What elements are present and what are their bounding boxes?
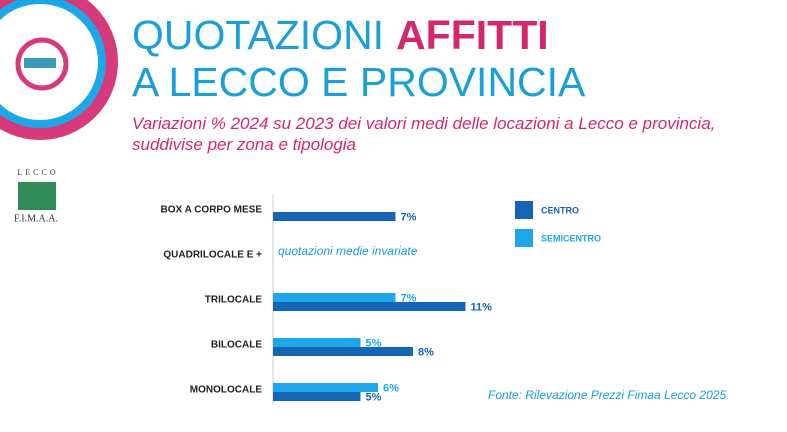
category-label: BILOCALE [211, 340, 262, 351]
category-label: MONOLOCALE [190, 385, 263, 396]
deco-photo [24, 58, 56, 68]
category-label: TRILOCALE [205, 295, 263, 306]
bar [273, 392, 361, 401]
value-label: 6% [383, 382, 399, 394]
category-label: QUADRILOCALE E + [163, 250, 262, 261]
bar [273, 383, 378, 392]
bar [273, 347, 413, 356]
logo-mark [18, 182, 56, 210]
logo-text: F.I.M.A.A. [14, 213, 58, 224]
bar [273, 293, 396, 302]
bar [273, 212, 396, 221]
bar [273, 302, 466, 311]
category-label: BOX A CORPO MESE [161, 205, 263, 216]
value-label: 8% [418, 346, 434, 358]
value-label: 5% [366, 337, 382, 349]
value-label: 5% [366, 391, 382, 403]
legend-label: SEMICENTRO [541, 233, 601, 243]
legend-label: CENTRO [541, 205, 579, 215]
title: A LECCO E PROVINCIA [132, 59, 586, 105]
legend-swatch [515, 201, 533, 219]
bar [273, 338, 361, 347]
source: Fonte: Rilevazione Prezzi Fimaa Lecco 20… [488, 388, 726, 402]
deco-logo [15, 37, 69, 91]
value-label: 7% [401, 292, 417, 304]
annotation: quotazioni medie invariate [278, 244, 418, 258]
title: QUOTAZIONI AFFITTI [132, 12, 549, 58]
subtitle: Variazioni % 2024 su 2023 dei valori med… [132, 114, 716, 154]
value-label: 7% [401, 211, 417, 223]
value-label: 11% [471, 301, 493, 313]
title-text: QUOTAZIONI [132, 12, 384, 58]
title-highlight: AFFITTI [396, 12, 549, 58]
legend-swatch [515, 229, 533, 247]
logo-text: LECCO [17, 168, 58, 177]
